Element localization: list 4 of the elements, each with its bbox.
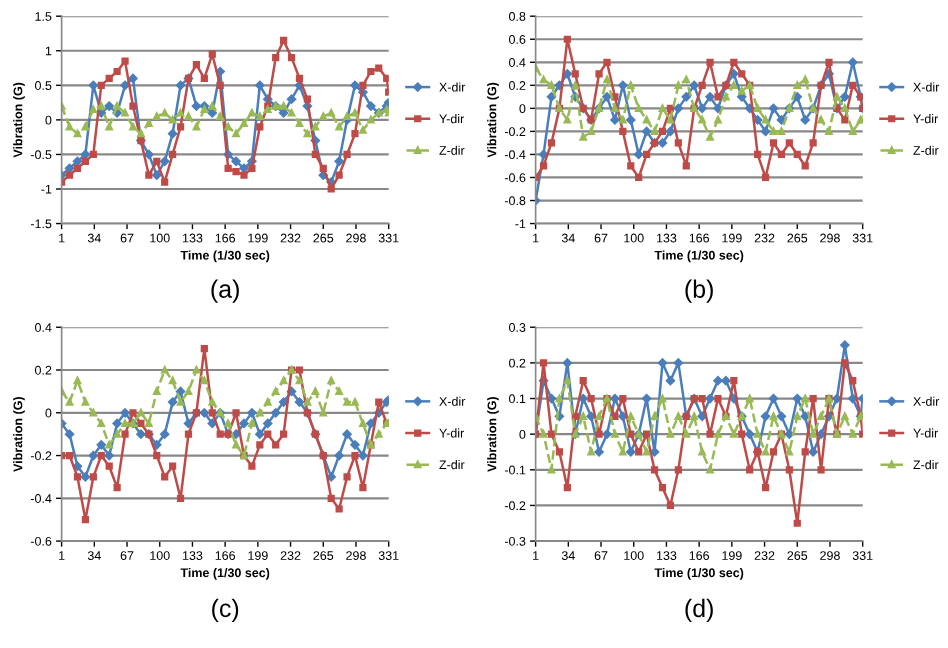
text: (d) [685, 598, 713, 623]
text: (b) [685, 279, 713, 303]
text: (a) [211, 279, 239, 303]
text: (c) [212, 598, 239, 623]
